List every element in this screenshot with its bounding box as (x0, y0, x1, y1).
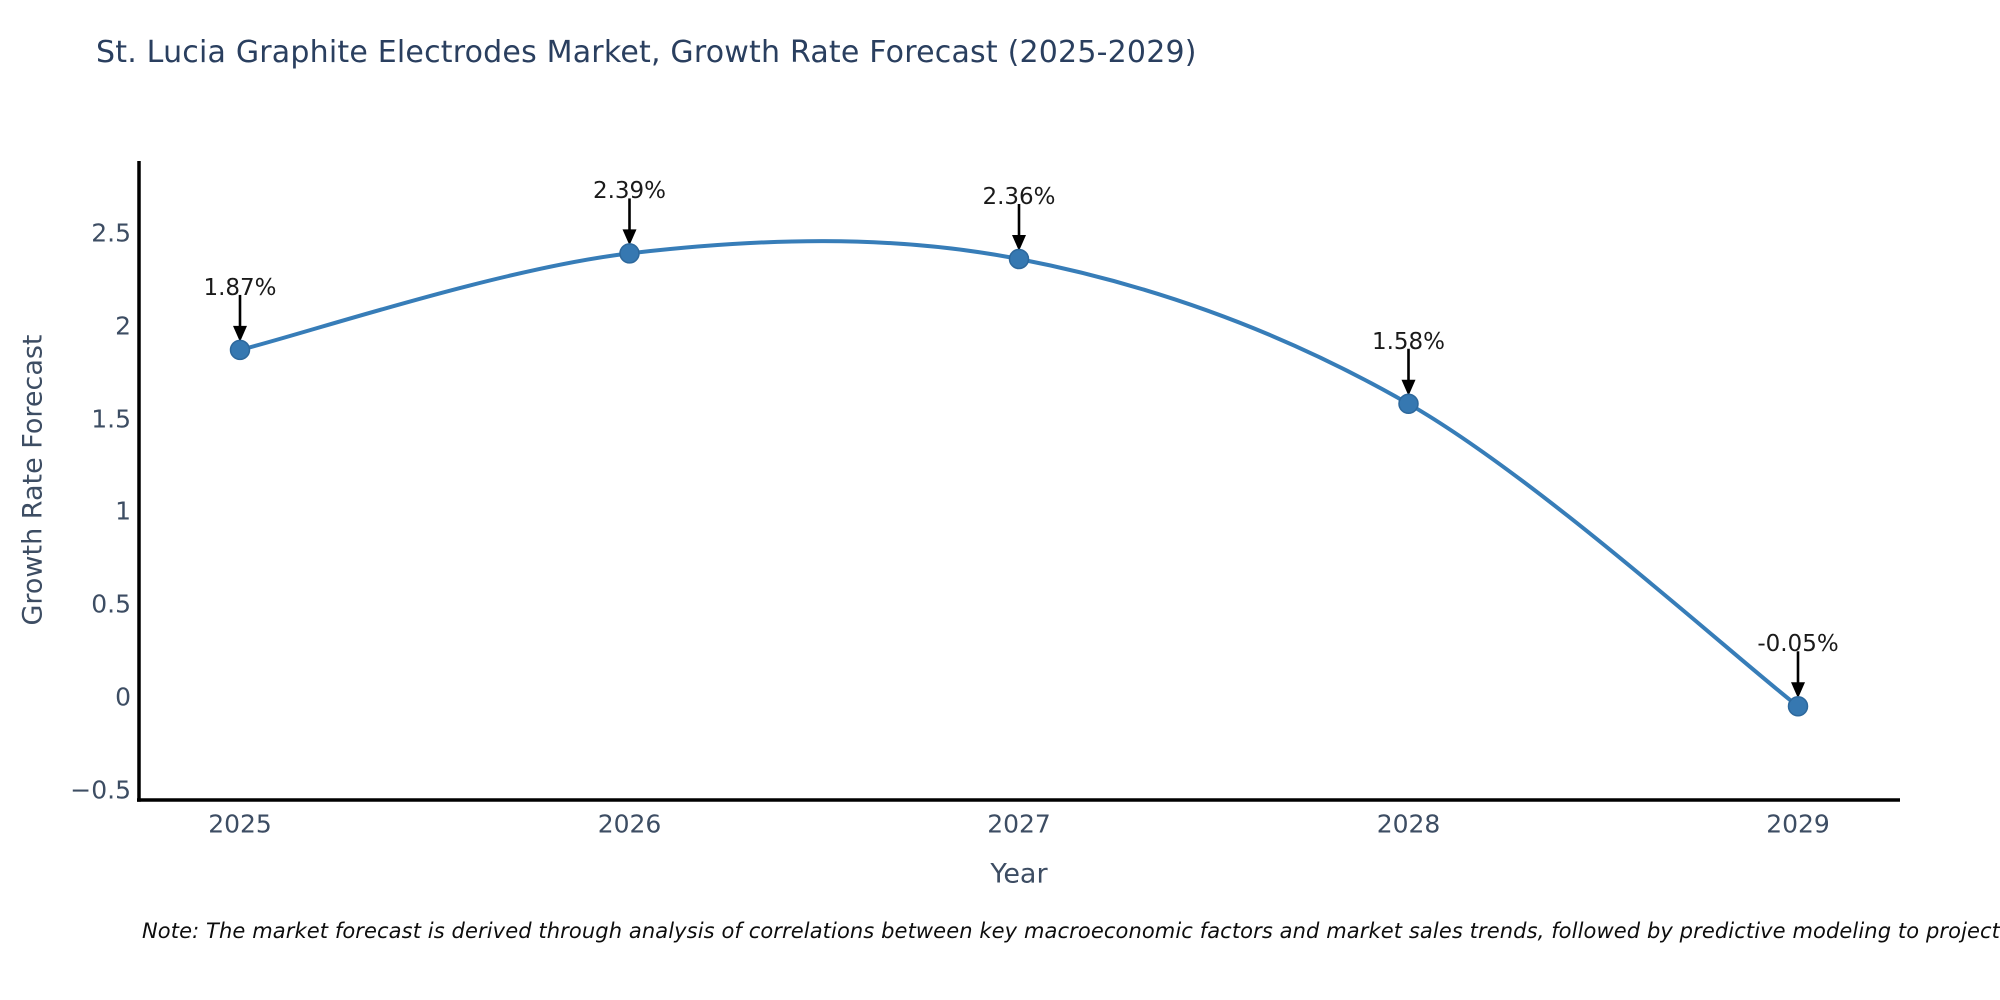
x-axis-title: Year (990, 858, 1048, 890)
chart-title: St. Lucia Graphite Electrodes Market, Gr… (96, 34, 1197, 70)
annotation-arrowhead (1012, 234, 1026, 251)
data-point-marker[interactable] (229, 339, 251, 361)
x-axis-tick-label: 2029 (1766, 809, 1830, 839)
data-point-label: -0.05% (1757, 631, 1839, 658)
x-axis-tick-label: 2028 (1376, 809, 1441, 839)
data-point-label: 2.39% (592, 178, 667, 205)
annotation-arrowhead (1401, 379, 1416, 396)
data-point-label: 1.87% (203, 274, 277, 301)
data-point-marker[interactable] (1787, 696, 1809, 717)
series-line (238, 239, 1800, 709)
y-axis-tick-label: −0.5 (70, 775, 131, 805)
annotation-arrowhead (1791, 682, 1805, 699)
annotation-arrowhead (233, 325, 247, 342)
x-axis-tick-label: 2025 (208, 809, 272, 839)
y-axis-title: Growth Rate Forecast (17, 334, 49, 626)
y-axis-tick-label: 1.5 (91, 404, 131, 434)
data-point-marker[interactable] (1398, 393, 1419, 415)
y-axis-tick-label: 0 (115, 682, 131, 712)
data-point-label: 1.58% (1371, 328, 1446, 355)
y-axis-tick-label: 2 (115, 311, 131, 341)
data-point-marker[interactable] (619, 243, 640, 264)
y-axis-tick-label: 2.5 (91, 218, 131, 248)
data-point-marker[interactable] (1008, 248, 1030, 270)
x-axis-tick-label: 2027 (987, 809, 1051, 839)
y-axis-tick-label: 1 (115, 496, 131, 526)
data-point-label: 2.36% (982, 183, 1056, 210)
x-axis-tick-label: 2026 (597, 809, 662, 839)
annotation-arrowhead (622, 229, 637, 246)
y-axis-tick-label: 0.5 (91, 589, 131, 619)
chart-footnote: Note: The market forecast is derived thr… (142, 919, 2000, 943)
